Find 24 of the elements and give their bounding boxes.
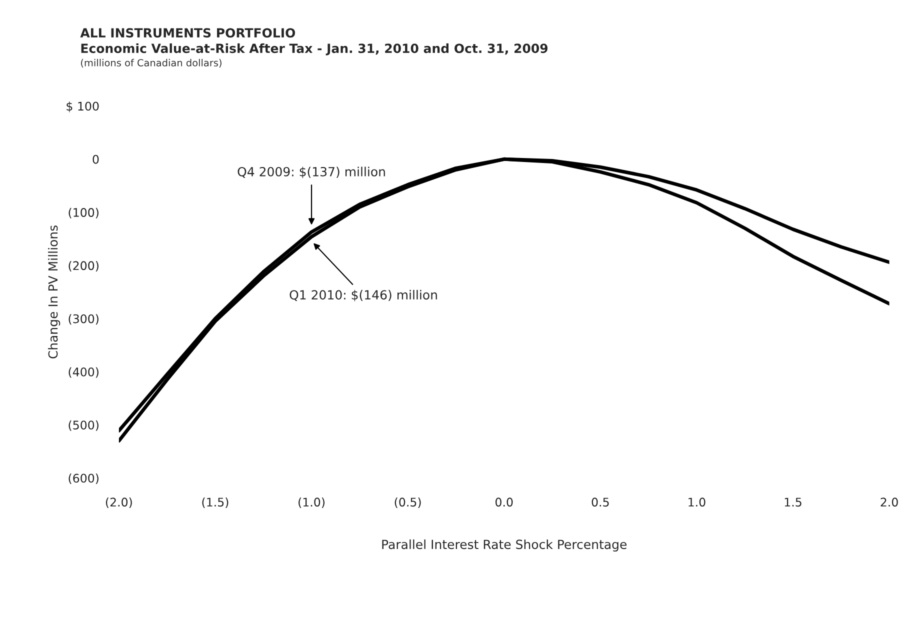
x-tick-label: 0.5	[592, 498, 609, 507]
x-tick-label: (1.5)	[202, 497, 228, 508]
chart-title: ALL INSTRUMENTS PORTFOLIO	[80, 28, 296, 38]
x-tick-label: 1.5	[784, 498, 802, 507]
x-tick-label: 2.0	[880, 498, 898, 507]
chart-subtitle: Economic Value-at-Risk After Tax - Jan. 31, 2010 and Oct. 31, 2009	[81, 43, 548, 56]
y-tick-label: (300)	[68, 314, 98, 325]
y-axis-title: Change In PV Millions	[48, 226, 60, 358]
x-axis-title: Parallel Interest Rate Shock Percentage	[382, 539, 627, 552]
annotation: Q4 2009: $(137) million	[238, 166, 385, 178]
y-tick-label: 0	[92, 154, 99, 164]
text: (millions of Canadian dollars)	[81, 58, 222, 68]
y-tick-label: (600)	[68, 474, 98, 484]
x-tick-label: 0.0	[496, 498, 513, 507]
x-tick-label: (2.0)	[106, 497, 132, 508]
y-tick-label: (400)	[68, 367, 98, 378]
x-tick-label: (0.5)	[394, 497, 421, 508]
annotation: Q1 2010: $(146) million	[290, 290, 437, 302]
y-tick-label: (200)	[68, 260, 98, 272]
x-tick-label: 1.0	[688, 498, 706, 507]
x-tick-label: (1.0)	[298, 497, 324, 508]
y-tick-label: (500)	[68, 420, 98, 431]
y-tick-label: (100)	[68, 208, 98, 218]
y-tick-label: $ 100	[66, 102, 99, 112]
